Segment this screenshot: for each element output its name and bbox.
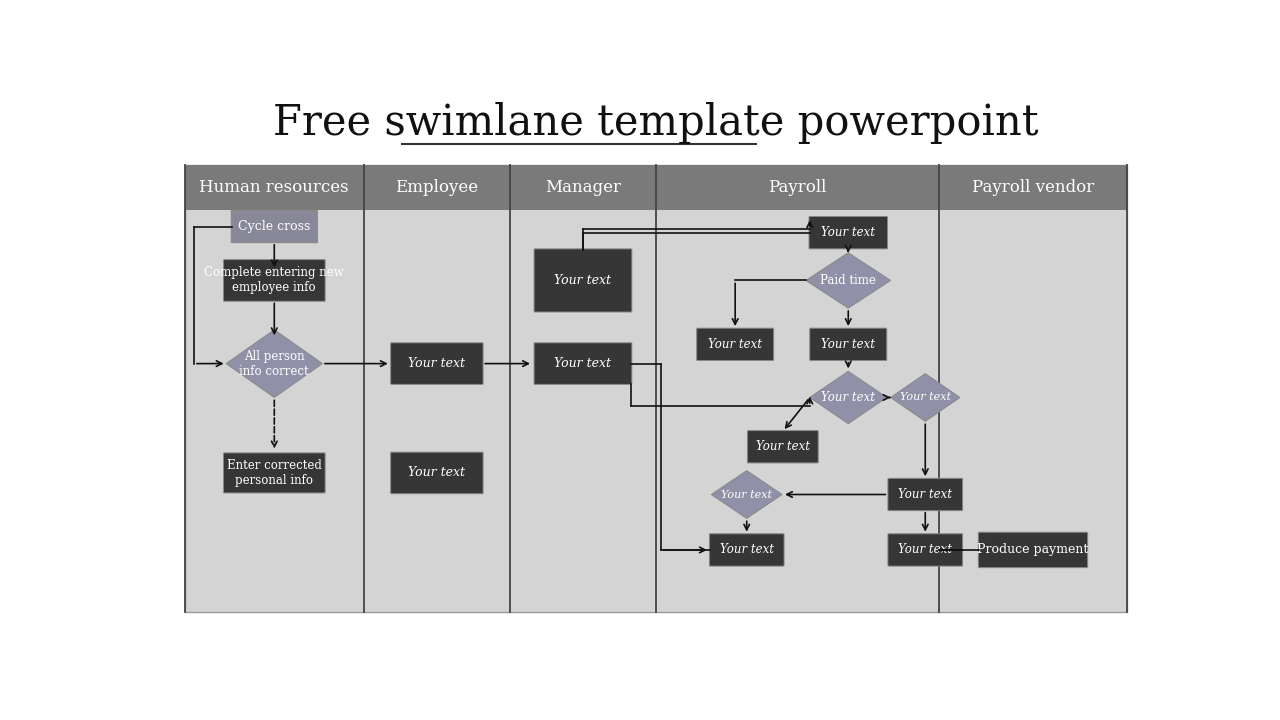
FancyBboxPatch shape [978,532,1088,567]
FancyBboxPatch shape [888,478,963,510]
FancyBboxPatch shape [390,452,483,494]
Bar [509,165,657,210]
Text: Your text: Your text [719,544,773,557]
Text: Your text: Your text [900,392,951,402]
Text: Free swimlane template powerpoint: Free swimlane template powerpoint [273,102,1039,144]
Text: Payroll vendor: Payroll vendor [972,179,1094,196]
Text: Manager: Manager [545,179,621,196]
Bar [184,165,1128,611]
Text: Your text: Your text [755,440,810,454]
Text: Your text: Your text [822,391,876,404]
Text: Your text: Your text [708,338,762,351]
Polygon shape [810,372,887,423]
Text: Your text: Your text [554,357,612,370]
Bar [184,165,364,210]
Text: Your text: Your text [822,338,876,351]
Text: Complete entering new
employee info: Complete entering new employee info [205,266,344,294]
FancyBboxPatch shape [748,431,818,463]
FancyBboxPatch shape [709,534,785,566]
Bar [938,165,1128,210]
Text: Your text: Your text [408,357,466,370]
Polygon shape [227,330,323,397]
FancyBboxPatch shape [232,210,317,243]
FancyBboxPatch shape [809,217,887,249]
Text: Cycle cross: Cycle cross [238,220,311,233]
Text: Your text: Your text [721,490,772,500]
Text: Your text: Your text [408,467,466,480]
FancyBboxPatch shape [696,328,773,361]
FancyBboxPatch shape [390,343,483,384]
Text: Paid time: Paid time [820,274,877,287]
Polygon shape [712,471,782,518]
Bar [657,165,938,210]
Text: Your text: Your text [554,274,612,287]
Text: Employee: Employee [396,179,479,196]
Text: Payroll: Payroll [768,179,827,196]
Text: Enter corrected
personal info: Enter corrected personal info [227,459,321,487]
FancyBboxPatch shape [888,534,963,566]
Text: All person
info correct: All person info correct [239,350,308,377]
Text: Your text: Your text [822,226,876,239]
Polygon shape [891,374,960,421]
Polygon shape [806,253,891,308]
FancyBboxPatch shape [224,260,325,301]
Text: Produce payment: Produce payment [978,544,1089,557]
FancyBboxPatch shape [534,343,632,384]
FancyBboxPatch shape [224,453,325,493]
Text: Human resources: Human resources [200,179,349,196]
FancyBboxPatch shape [810,328,887,361]
Text: Your text: Your text [899,544,952,557]
Bar [364,165,509,210]
FancyBboxPatch shape [534,249,632,312]
Text: Your text: Your text [899,488,952,501]
